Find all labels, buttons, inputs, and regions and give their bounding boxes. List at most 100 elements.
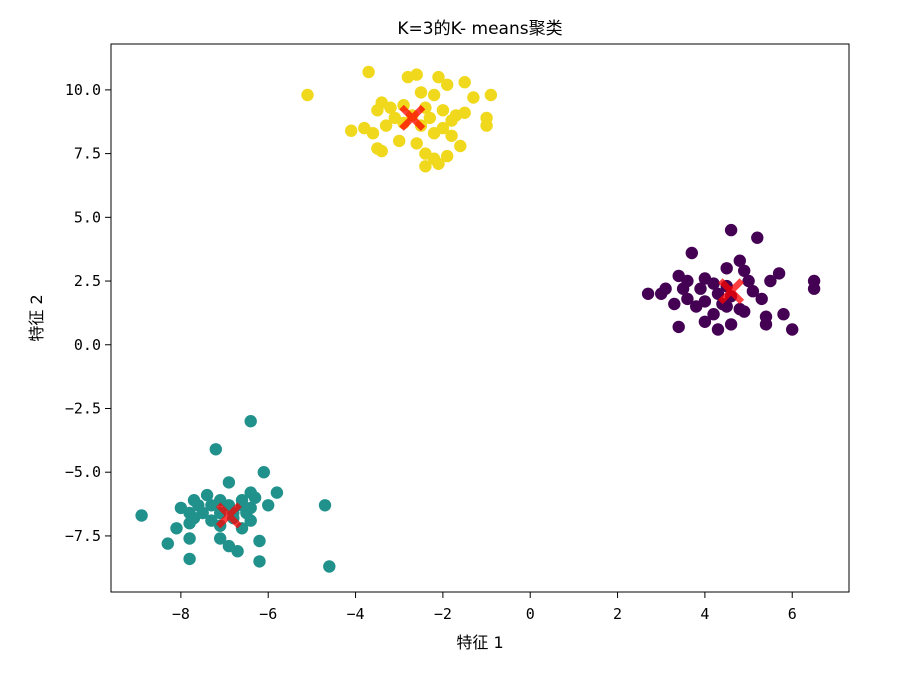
data-point (244, 415, 257, 428)
data-point (135, 509, 148, 522)
data-point (681, 292, 694, 306)
centroid-marker (399, 104, 426, 131)
data-point (698, 315, 712, 328)
data-point (419, 160, 432, 173)
data-point (214, 532, 227, 545)
chart-title: K=3的K- means聚类 (397, 19, 562, 39)
data-point (262, 499, 275, 512)
data-point (738, 305, 751, 318)
data-point (410, 68, 423, 81)
data-point (441, 78, 454, 92)
data-point (786, 323, 799, 336)
x-tick-label: −2 (434, 605, 452, 623)
data-point (668, 297, 681, 311)
data-point (458, 76, 471, 89)
data-point (746, 285, 760, 298)
data-point (641, 287, 655, 300)
centroid-marker (215, 502, 242, 529)
data-point (248, 491, 262, 504)
data-point (742, 274, 755, 288)
data-point (733, 254, 746, 267)
data-point (222, 476, 236, 489)
data-point (183, 552, 196, 566)
data-point (410, 137, 423, 150)
data-point (685, 246, 698, 260)
y-tick-label: 2.5 (74, 272, 101, 290)
data-point (707, 308, 720, 321)
data-point (484, 88, 498, 102)
x-tick-label: 2 (613, 605, 622, 623)
y-tick-label: 0.0 (74, 336, 101, 354)
data-point (170, 522, 183, 535)
data-point (694, 282, 707, 295)
centroids-layer (215, 104, 745, 529)
x-tick-label: −8 (172, 605, 190, 623)
y-axis-ticks: −7.5 −5.0 −2.5 0.0 2.5 5.0 7.5 10.0 (65, 81, 111, 545)
x-axis-ticks: −8 −6 −4 −2 0 2 4 6 (172, 592, 797, 623)
y-axis-label: 特征 2 (27, 294, 46, 341)
data-point (323, 560, 336, 573)
data-point (720, 262, 733, 275)
data-point (772, 267, 786, 280)
data-point (371, 104, 384, 117)
data-point (301, 88, 314, 102)
data-point (432, 70, 445, 84)
data-point (183, 532, 196, 545)
data-point (454, 139, 467, 153)
data-point (480, 119, 493, 132)
data-point (244, 514, 257, 527)
data-point (205, 499, 218, 512)
data-point (362, 65, 375, 79)
data-point (345, 124, 358, 137)
data-point (393, 134, 406, 148)
data-point (318, 499, 332, 512)
data-point (672, 320, 685, 334)
data-point (720, 300, 733, 313)
data-point (807, 282, 821, 295)
data-point (655, 287, 668, 300)
x-tick-label: 0 (526, 605, 535, 623)
y-tick-label: 7.5 (74, 145, 101, 163)
data-point (209, 443, 222, 456)
data-point (414, 86, 428, 99)
data-point (445, 114, 458, 127)
data-point (253, 555, 266, 568)
y-tick-label: 10.0 (65, 81, 101, 99)
data-point (231, 545, 244, 558)
data-point (257, 466, 270, 479)
y-tick-label: −5.0 (65, 463, 101, 481)
data-point (755, 292, 768, 306)
data-point (161, 537, 174, 550)
y-tick-label: −2.5 (65, 399, 101, 417)
data-point (690, 300, 703, 313)
x-tick-label: 6 (788, 605, 797, 623)
data-point (764, 274, 777, 288)
data-point (270, 486, 284, 499)
data-point (366, 127, 380, 140)
x-tick-label: −4 (347, 605, 365, 623)
data-point (253, 534, 266, 548)
data-point (676, 282, 690, 295)
data-point (436, 104, 450, 117)
data-point (777, 308, 790, 321)
centroid-marker (718, 278, 745, 305)
data-point (751, 231, 764, 244)
data-point (183, 517, 196, 530)
data-point (724, 223, 738, 237)
data-point (427, 88, 441, 102)
y-tick-label: 5.0 (74, 208, 101, 226)
x-axis-label: 特征 1 (456, 633, 503, 652)
data-point (724, 318, 738, 331)
data-point (384, 101, 397, 114)
y-tick-label: −7.5 (65, 527, 101, 545)
data-point (759, 318, 773, 331)
data-point (458, 106, 471, 120)
data-point (467, 91, 480, 104)
x-tick-label: 4 (700, 605, 709, 623)
data-point (432, 157, 445, 170)
data-point (423, 111, 436, 125)
data-point (441, 149, 454, 163)
x-tick-label: −6 (259, 605, 277, 623)
